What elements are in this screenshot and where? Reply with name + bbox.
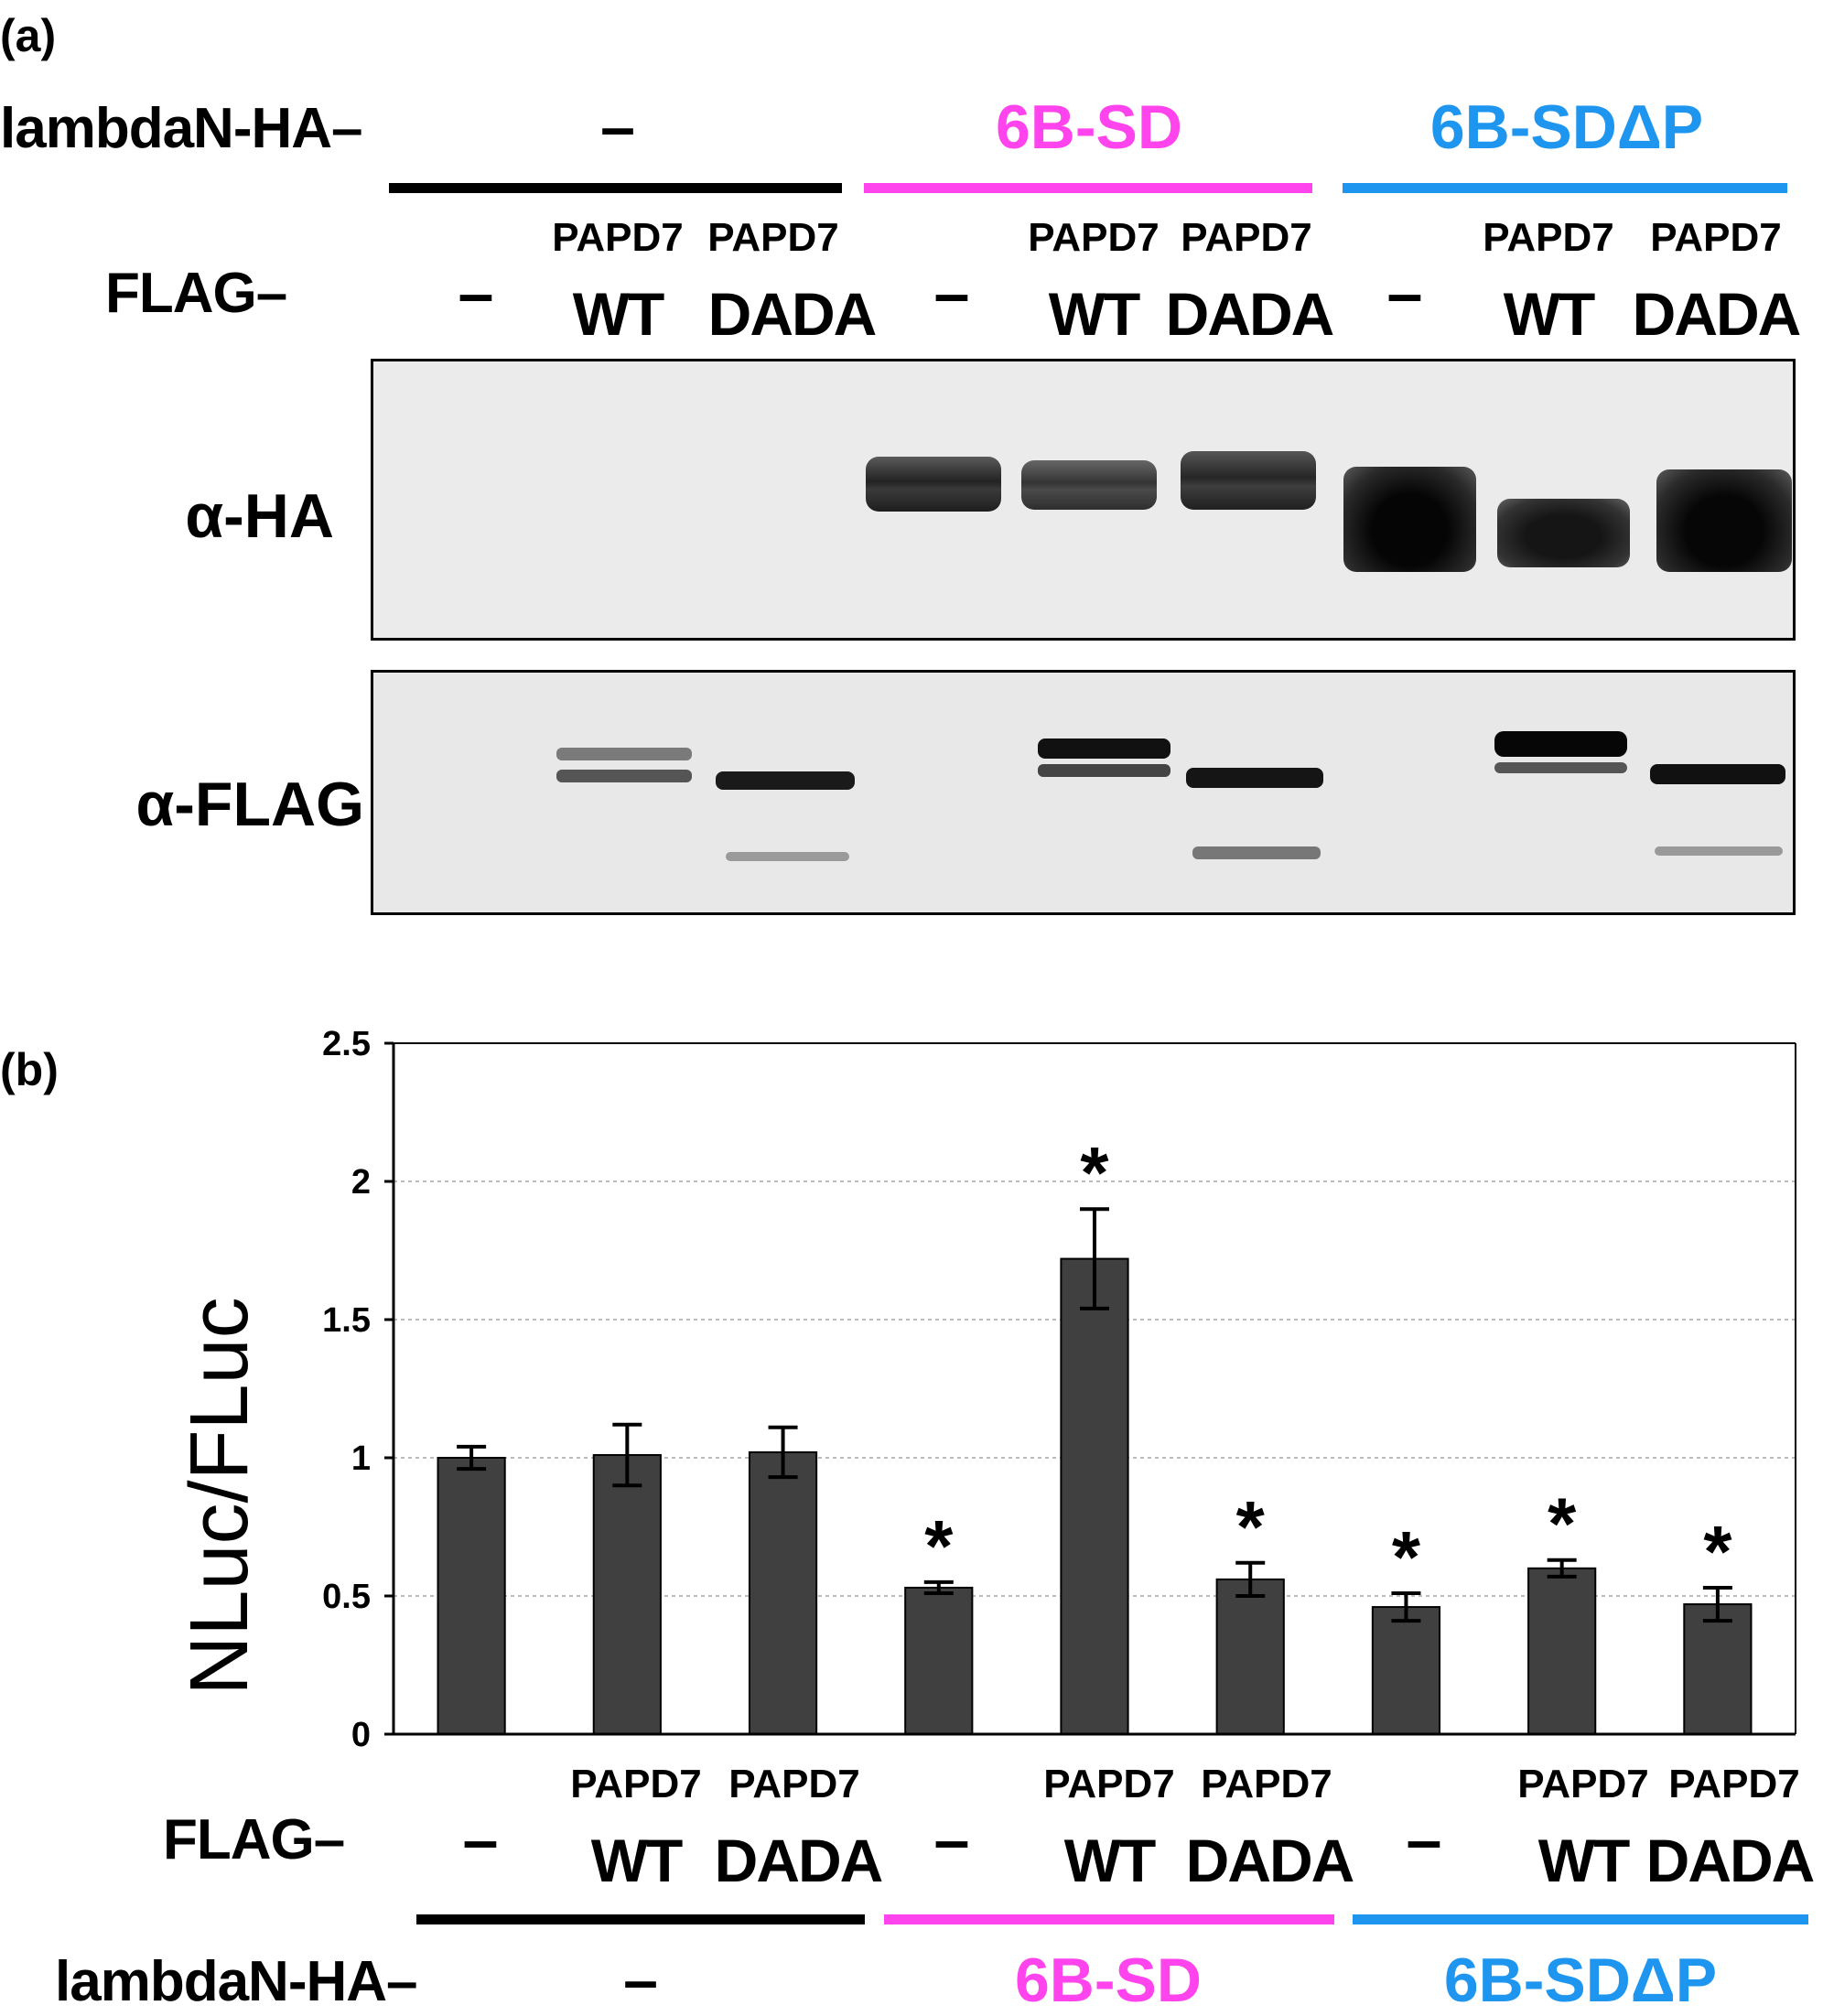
panel-b-lambdaN-label: lambdaN-HA– [55, 1950, 418, 2013]
bar-chart: * * * * * * 0 0.5 1 1.5 2 2.5 NLuc/FLuc [174, 1025, 1796, 1754]
panel-b-lane-bottom-4: – [933, 1804, 970, 1875]
panel-b-lane-top-2: PAPD7 [570, 1762, 702, 1806]
flag-band-lane-3-main [716, 771, 855, 790]
bar [904, 1586, 974, 1735]
y-tick-label: 1 [351, 1439, 371, 1478]
ha-band-lane-8 [1497, 499, 1630, 567]
significance-asterisk: * [924, 1505, 954, 1587]
bar [1527, 1567, 1597, 1735]
panel-b-lane-top-5: PAPD7 [1043, 1762, 1175, 1806]
panel-a-lane-bottom-7: – [1386, 257, 1423, 329]
flag-band-lane-9-main [1650, 764, 1785, 784]
panel-a-flag-label: FLAG– [105, 262, 287, 325]
panel-b-lane-top-3: PAPD7 [728, 1762, 860, 1806]
panel-a-group-line-1 [389, 183, 842, 193]
panel-b-flag-label: FLAG– [163, 1808, 345, 1871]
panel-a-lane-bottom-2: WT [572, 280, 665, 348]
panel-a-group-label-2: 6B-SD [995, 92, 1183, 162]
panel-a-group-line-3 [1343, 183, 1787, 193]
panel-b-lane-bottom-1: – [462, 1804, 499, 1875]
y-tick-label: 0 [351, 1716, 371, 1754]
y-tick-label: 1.5 [322, 1301, 371, 1340]
flag-band-lane-8-upper [1494, 731, 1627, 757]
panel-b-group-label-3: 6B-SDΔP [1443, 1946, 1718, 2015]
panel-b-group-line-1 [416, 1914, 865, 1924]
bar [1215, 1578, 1285, 1735]
chart-bars: * * * * * * [437, 1132, 1753, 1736]
western-blot-flag [371, 670, 1796, 915]
panel-b-lane-top-8: PAPD7 [1517, 1762, 1649, 1806]
chart-y-ticks: 0 0.5 1 1.5 2 2.5 [322, 1025, 394, 1754]
panel-a-lane-bottom-4: – [933, 257, 970, 329]
panel-b-group-line-2 [884, 1914, 1334, 1924]
panel-a-lane-top-6: PAPD7 [1181, 215, 1312, 260]
bar [1371, 1606, 1441, 1736]
western-blot-ha [371, 359, 1796, 641]
panel-a-lane-top-5: PAPD7 [1028, 215, 1160, 260]
significance-asterisk: * [1548, 1483, 1577, 1565]
panel-b-lane-top-6: PAPD7 [1201, 1762, 1332, 1806]
panel-b-group-label-1: – [623, 1946, 658, 2015]
panel-b-lane-top-9: PAPD7 [1668, 1762, 1800, 1806]
flag-band-lane-3-minor [726, 852, 849, 861]
panel-a-lane-bottom-8: WT [1503, 280, 1596, 348]
y-tick-label: 2.5 [322, 1025, 371, 1063]
panel-a-group-line-2 [864, 183, 1312, 193]
significance-asterisk: * [1392, 1516, 1421, 1598]
significance-asterisk: * [1236, 1486, 1266, 1568]
panel-a-lane-bottom-1: – [458, 257, 494, 329]
flag-band-lane-6-minor [1192, 846, 1321, 859]
panel-a-lane-top-3: PAPD7 [707, 215, 839, 260]
panel-a-lane-bottom-5: WT [1048, 280, 1141, 348]
flag-band-lane-8-lower [1494, 762, 1627, 773]
bar [1683, 1603, 1753, 1735]
y-tick-label: 0.5 [322, 1578, 371, 1616]
ha-band-lane-6 [1181, 451, 1316, 510]
panel-a-group-label-3: 6B-SDΔP [1429, 92, 1704, 162]
bar [748, 1450, 818, 1735]
panel-a-lambdaN-label: lambdaN-HA– [0, 97, 363, 160]
flag-band-lane-5-upper [1038, 738, 1170, 759]
panel-a-lane-bottom-9: DADA [1632, 280, 1802, 348]
ha-band-lane-5 [1021, 460, 1157, 510]
y-tick-label: 2 [351, 1163, 371, 1202]
panel-a-lane-top-2: PAPD7 [552, 215, 684, 260]
panel-b-lane-bottom-3: DADA [714, 1827, 884, 1894]
antibody-label-ha: α-HA [185, 481, 334, 551]
flag-band-lane-6-main [1186, 768, 1323, 788]
panel-a-lane-top-8: PAPD7 [1483, 215, 1614, 260]
panel-b-lane-bottom-2: WT [590, 1827, 684, 1894]
panel-b-lane-bottom-8: WT [1537, 1827, 1631, 1894]
bar [437, 1457, 506, 1735]
ha-band-lane-7 [1343, 467, 1476, 572]
panel-b-group-line-3 [1353, 1914, 1808, 1924]
panel-b-label: (b) [0, 1044, 59, 1095]
flag-band-lane-9-minor [1655, 846, 1783, 856]
chart-axes [392, 1042, 1796, 1736]
significance-asterisk: * [1703, 1511, 1732, 1592]
panel-a-lane-bottom-3: DADA [707, 280, 878, 348]
ha-band-lane-9 [1656, 469, 1792, 572]
panel-b-lane-bottom-5: WT [1063, 1827, 1157, 1894]
panel-b-group-label-2: 6B-SD [1014, 1946, 1203, 2015]
flag-band-lane-2-upper [556, 748, 692, 760]
panel-a-lane-top-9: PAPD7 [1650, 215, 1782, 260]
ha-band-lane-4 [866, 457, 1001, 512]
panel-a-lane-bottom-6: DADA [1165, 280, 1335, 348]
panel-a-label: (a) [0, 10, 57, 61]
panel-a-group-label-1: – [600, 92, 635, 162]
panel-b-lane-bottom-9: DADA [1645, 1827, 1816, 1894]
flag-band-lane-5-lower [1038, 764, 1170, 777]
flag-band-lane-2-lower [556, 770, 692, 782]
antibody-label-flag: α-FLAG [135, 770, 364, 839]
bar [1060, 1257, 1129, 1735]
panel-b-lane-bottom-6: DADA [1185, 1827, 1355, 1894]
bar [592, 1453, 662, 1735]
panel-b-lane-bottom-7: – [1406, 1804, 1442, 1875]
significance-asterisk: * [1080, 1132, 1109, 1213]
y-axis-label: NLuc/FLuc [174, 1297, 265, 1695]
